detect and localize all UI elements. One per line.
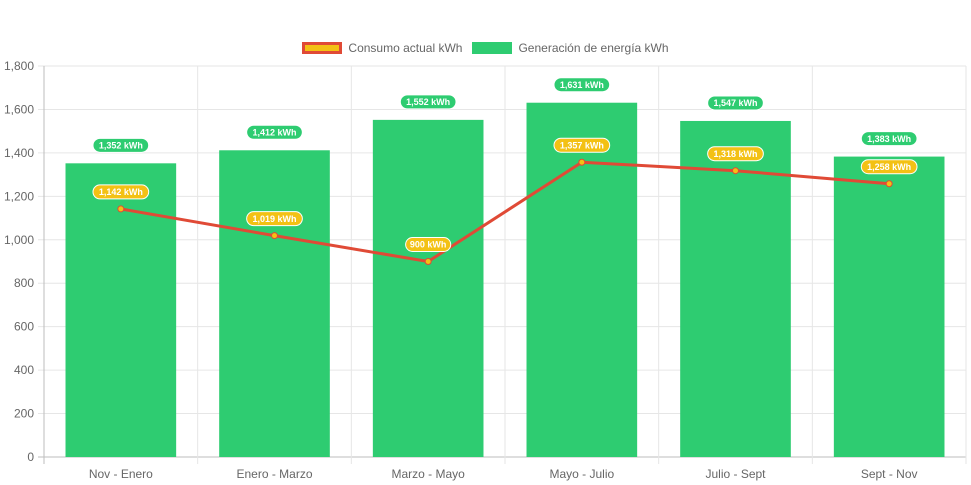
y-tick-label: 1,200	[4, 189, 34, 203]
x-tick-label: Enero - Marzo	[236, 467, 312, 481]
y-tick-label: 1,000	[4, 233, 34, 247]
data-label: 1,318 kWh	[713, 149, 757, 159]
y-tick-label: 1,600	[4, 102, 34, 116]
x-tick-label: Nov - Enero	[89, 467, 153, 481]
data-label-bg	[553, 77, 611, 93]
data-label-bg	[860, 159, 918, 175]
data-label: 900 kWh	[410, 240, 447, 250]
data-label-bg	[553, 137, 611, 153]
y-tick-label: 600	[14, 320, 34, 334]
line-point	[117, 205, 125, 213]
line-point	[271, 232, 278, 240]
data-label-bg	[92, 184, 150, 200]
y-tick-label: 200	[14, 407, 34, 421]
legend-label-generacion: Generación de energía kWh	[518, 41, 669, 55]
y-tick-label: 800	[14, 276, 34, 290]
data-label: 1,547 kWh	[713, 98, 757, 108]
data-label: 1,019 kWh	[252, 214, 296, 224]
series-line	[120, 160, 890, 263]
y-tick-label: 1,800	[4, 59, 34, 73]
legend-swatch-consumo	[302, 42, 343, 54]
data-label: 1,383 kWh	[867, 134, 911, 144]
data-label-bg	[860, 131, 918, 147]
y-tick-label: 0	[27, 450, 34, 464]
data-label: 1,412 kWh	[252, 127, 296, 137]
bar	[833, 156, 945, 457]
data-label: 1,258 kWh	[867, 162, 911, 172]
y-tick-label: 1,400	[4, 146, 34, 160]
x-tick-label: Sept - Nov	[861, 467, 918, 481]
data-label-bg	[246, 124, 303, 140]
x-tick-label: Julio - Sept	[705, 467, 766, 481]
line-point	[578, 158, 586, 166]
x-tick-label: Marzo - Mayo	[391, 467, 465, 481]
line-point	[424, 258, 432, 265]
data-label: 1,142 kWh	[99, 187, 143, 197]
data-label: 1,552 kWh	[406, 97, 450, 107]
data-label-bg	[92, 137, 150, 153]
data-label-bg	[707, 146, 764, 162]
data-label-bg	[246, 211, 303, 227]
data-label: 1,357 kWh	[560, 140, 604, 150]
bar	[219, 150, 330, 457]
bar	[372, 119, 484, 458]
legend-label-consumo: Consumo actual kWh	[348, 41, 463, 55]
data-label: 1,352 kWh	[99, 141, 143, 151]
legend-item-consumo[interactable]: Consumo actual kWh	[302, 41, 462, 55]
legend-swatch-generacion	[472, 42, 513, 54]
bar	[680, 120, 791, 458]
bar	[526, 102, 638, 457]
x-tick-label: Mayo - Julio	[549, 467, 614, 481]
line-point	[885, 180, 893, 188]
legend-item-generacion[interactable]: Generación de energía kWh	[472, 41, 669, 55]
data-label-bg	[399, 94, 457, 110]
y-tick-label: 400	[14, 363, 34, 377]
data-label: 1,631 kWh	[560, 80, 604, 90]
line-point	[732, 167, 739, 175]
data-label-bg	[707, 95, 764, 111]
legend: Consumo actual kWh Generación de energía…	[0, 41, 971, 55]
data-label-bg	[405, 237, 452, 252]
